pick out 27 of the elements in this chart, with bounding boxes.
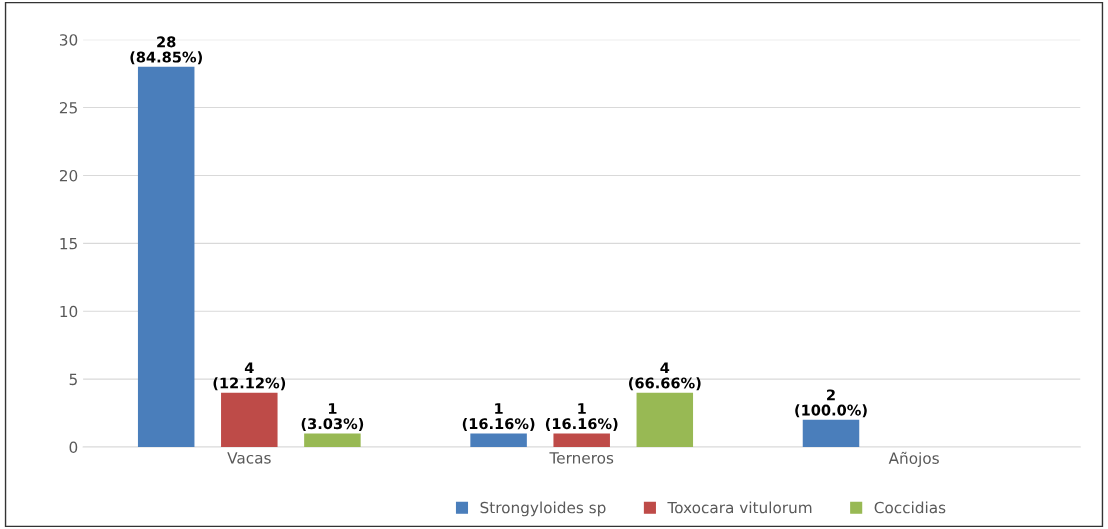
- data-label: 2 (100.0%): [795, 389, 867, 418]
- x-tick-label: Vacas: [227, 452, 271, 464]
- y-tick-label: 5: [69, 373, 77, 386]
- bar: [802, 419, 860, 447]
- bar: [553, 433, 610, 447]
- data-label: 1 (3.03%): [301, 403, 364, 431]
- bar: [470, 433, 527, 447]
- bar: [304, 433, 361, 447]
- bar: [221, 392, 278, 447]
- y-tick-label: 20: [59, 169, 78, 182]
- data-label: 1 (16.16%): [545, 403, 618, 431]
- y-tick-label: 10: [60, 305, 78, 318]
- y-tick-label: 15: [60, 238, 77, 250]
- data-label: 4 (12.12%): [213, 362, 286, 391]
- legend-label: Strongyloides sp: [480, 501, 606, 517]
- x-tick-label: Añojos: [888, 451, 939, 467]
- y-tick-label: 30: [59, 34, 78, 46]
- y-tick-label: 0: [69, 441, 78, 454]
- y-tick-label: 25: [59, 102, 77, 114]
- x-tick-label: Terneros: [549, 452, 614, 464]
- data-label: 28 (84.85%): [130, 36, 202, 65]
- data-label: 4 (66.66%): [629, 362, 701, 391]
- bar: [636, 392, 694, 447]
- bar: [137, 66, 195, 447]
- legend-label: Coccidias: [874, 501, 946, 514]
- data-label: 1 (16.16%): [462, 403, 535, 431]
- legend-label: Toxocara vitulorum: [667, 501, 812, 514]
